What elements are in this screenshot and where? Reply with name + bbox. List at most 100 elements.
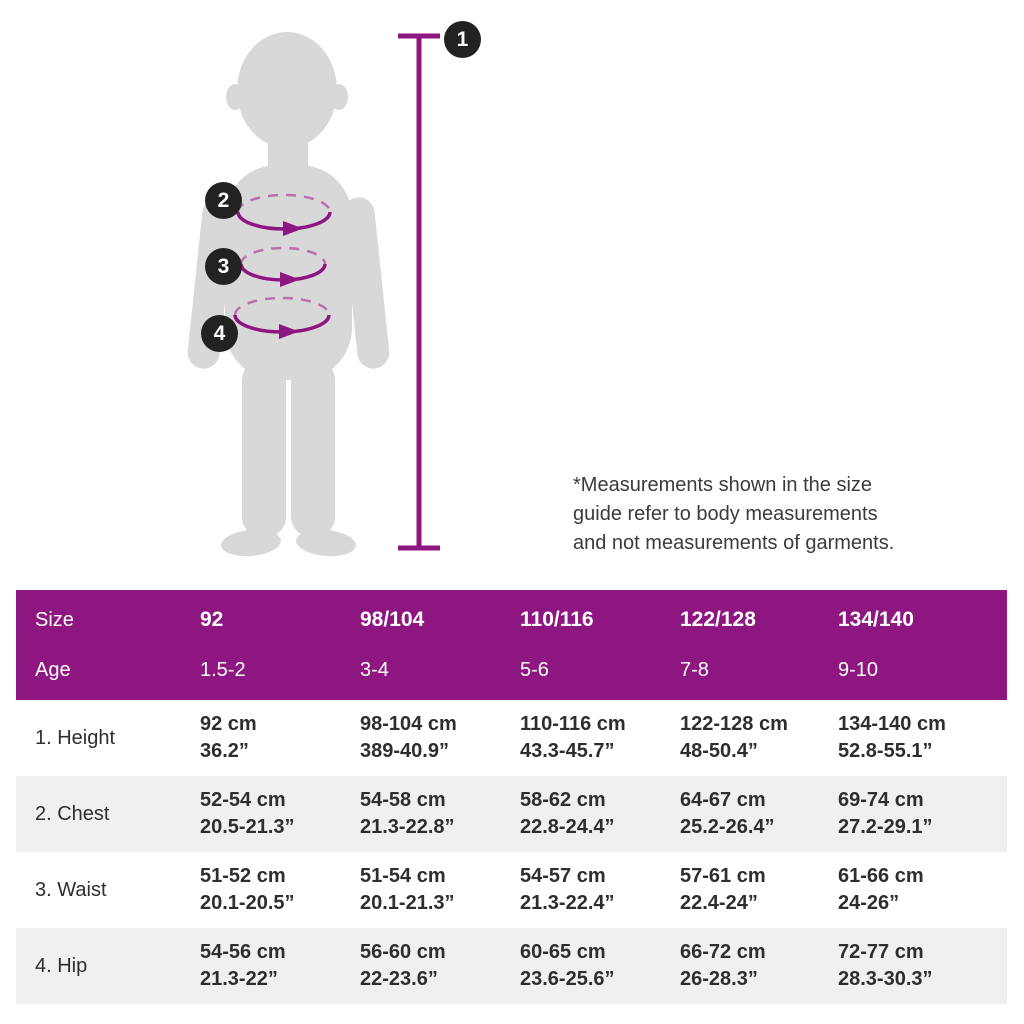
inch-value: 20.1-20.5” — [200, 892, 295, 914]
inch-value: 43.3-45.7” — [520, 740, 615, 762]
cm-value: 52-54 cm — [200, 789, 286, 811]
cm-value: 54-56 cm — [200, 941, 286, 963]
table-row-height: 1. Height 92 cm 36.2” 98-104 cm 389-40.9” … — [16, 700, 1007, 776]
cm-value: 61-66 cm — [838, 865, 924, 887]
measurement-cell: 60-65 cm 23.6-25.6” — [520, 939, 680, 993]
inch-value: 21.3-22.8” — [360, 816, 455, 838]
row-label: 3. Waist — [35, 878, 107, 901]
chest-marker-badge: 2 — [205, 182, 242, 219]
measurement-cell: 72-77 cm 28.3-30.3” — [838, 939, 1007, 993]
inch-value: 20.5-21.3” — [200, 816, 295, 838]
row-label: 1. Height — [35, 726, 116, 749]
age-column-value: 1.5-2 — [200, 658, 246, 681]
measurement-cell: 110-116 cm 43.3-45.7” — [520, 711, 680, 765]
table-header: Size 92 98/104 110/116 122/128 134/140 A… — [16, 590, 1007, 700]
age-column-value: 7-8 — [680, 658, 709, 681]
inch-value: 22-23.6” — [360, 968, 438, 990]
measurement-cell: 54-58 cm 21.3-22.8” — [360, 787, 520, 841]
measurement-cell: 92 cm 36.2” — [200, 711, 360, 765]
measurement-cell: 98-104 cm 389-40.9” — [360, 711, 520, 765]
row-label: 4. Hip — [35, 954, 88, 977]
cm-value: 134-140 cm — [838, 713, 946, 735]
size-column-header: 134/140 — [838, 608, 914, 631]
measurements-note: *Measurements shown in the size guide re… — [573, 471, 953, 558]
measurement-cell: 61-66 cm 24-26” — [838, 863, 1007, 917]
measurement-cell: 51-52 cm 20.1-20.5” — [200, 863, 360, 917]
measurement-cell: 64-67 cm 25.2-26.4” — [680, 787, 838, 841]
cm-value: 54-57 cm — [520, 865, 606, 887]
cm-value: 66-72 cm — [680, 941, 766, 963]
waist-marker-number: 3 — [217, 254, 230, 278]
cm-value: 58-62 cm — [520, 789, 606, 811]
chest-measure-ellipse-icon — [236, 193, 332, 236]
note-line: guide refer to body measurements — [573, 503, 878, 525]
cm-value: 60-65 cm — [520, 941, 606, 963]
measurement-cell: 66-72 cm 26-28.3” — [680, 939, 838, 993]
inch-value: 23.6-25.6” — [520, 968, 615, 990]
inch-value: 25.2-26.4” — [680, 816, 775, 838]
measurement-diagram: 1 2 3 4 *Measurements shown in the size … — [187, 21, 953, 558]
cm-value: 57-61 cm — [680, 865, 766, 887]
hip-measure-ellipse-icon — [233, 296, 331, 339]
header-age-row: Age 1.5-2 3-4 5-6 7-8 9-10 — [16, 648, 1007, 692]
table-row-waist: 3. Waist 51-52 cm 20.1-20.5” 51-54 cm 20.1… — [16, 852, 1007, 928]
cm-value: 69-74 cm — [838, 789, 924, 811]
inch-value: 28.3-30.3” — [838, 968, 933, 990]
cm-value: 51-54 cm — [360, 865, 446, 887]
inch-value: 24-26” — [838, 892, 900, 914]
waist-marker-badge: 3 — [205, 248, 242, 285]
height-measure-line-icon — [398, 33, 440, 551]
cm-value: 122-128 cm — [680, 713, 788, 735]
measurement-cell: 134-140 cm 52.8-55.1” — [838, 711, 1007, 765]
size-column-header: 98/104 — [360, 608, 425, 631]
measurement-cell: 58-62 cm 22.8-24.4” — [520, 787, 680, 841]
cm-value: 64-67 cm — [680, 789, 766, 811]
measurement-cell: 54-56 cm 21.3-22” — [200, 939, 360, 993]
measurement-cell: 69-74 cm 27.2-29.1” — [838, 787, 1007, 841]
hip-marker-number: 4 — [213, 321, 226, 345]
size-chart-table: Size 92 98/104 110/116 122/128 134/140 A… — [16, 590, 1007, 1004]
cm-value: 56-60 cm — [360, 941, 446, 963]
chest-marker-number: 2 — [217, 188, 230, 212]
child-silhouette — [187, 32, 390, 557]
inch-value: 52.8-55.1” — [838, 740, 933, 762]
age-header-label: Age — [35, 658, 71, 681]
measurement-diagram-graphic — [187, 32, 440, 557]
height-marker-badge: 1 — [444, 21, 481, 58]
cm-value: 72-77 cm — [838, 941, 924, 963]
inch-value: 21.3-22.4” — [520, 892, 615, 914]
measurement-cell: 57-61 cm 22.4-24” — [680, 863, 838, 917]
inch-value: 36.2” — [200, 740, 249, 762]
measurement-cell: 56-60 cm 22-23.6” — [360, 939, 520, 993]
inch-value: 22.4-24” — [680, 892, 758, 914]
cm-value: 54-58 cm — [360, 789, 446, 811]
age-column-value: 5-6 — [520, 658, 549, 681]
size-column-header: 122/128 — [680, 608, 756, 631]
cm-value: 110-116 cm — [520, 713, 626, 735]
inch-value: 20.1-21.3” — [360, 892, 455, 914]
age-column-value: 3-4 — [360, 658, 389, 681]
note-line: *Measurements shown in the size — [573, 474, 873, 496]
cm-value: 98-104 cm — [360, 713, 457, 735]
inch-value: 389-40.9” — [360, 740, 449, 762]
size-column-header: 110/116 — [520, 608, 594, 631]
hip-marker-badge: 4 — [201, 315, 238, 352]
cm-value: 92 cm — [200, 713, 257, 735]
size-column-header: 92 — [200, 608, 224, 631]
inch-value: 27.2-29.1” — [838, 816, 933, 838]
height-marker-number: 1 — [456, 27, 469, 51]
measurement-cell: 54-57 cm 21.3-22.4” — [520, 863, 680, 917]
waist-measure-ellipse-icon — [239, 246, 327, 287]
header-size-row: Size 92 98/104 110/116 122/128 134/140 — [16, 598, 1007, 642]
measurement-cell: 51-54 cm 20.1-21.3” — [360, 863, 520, 917]
table-row-chest: 2. Chest 52-54 cm 20.5-21.3” 54-58 cm 21.3… — [16, 776, 1007, 852]
inch-value: 22.8-24.4” — [520, 816, 615, 838]
measurement-cell: 122-128 cm 48-50.4” — [680, 711, 838, 765]
size-header-label: Size — [35, 608, 74, 631]
inch-value: 48-50.4” — [680, 740, 758, 762]
table-row-hip: 4. Hip 54-56 cm 21.3-22” 56-60 cm 22-23.6”… — [16, 928, 1007, 1004]
inch-value: 26-28.3” — [680, 968, 758, 990]
inch-value: 21.3-22” — [200, 968, 278, 990]
row-label: 2. Chest — [35, 802, 110, 825]
note-line: and not measurements of garments. — [573, 532, 895, 554]
